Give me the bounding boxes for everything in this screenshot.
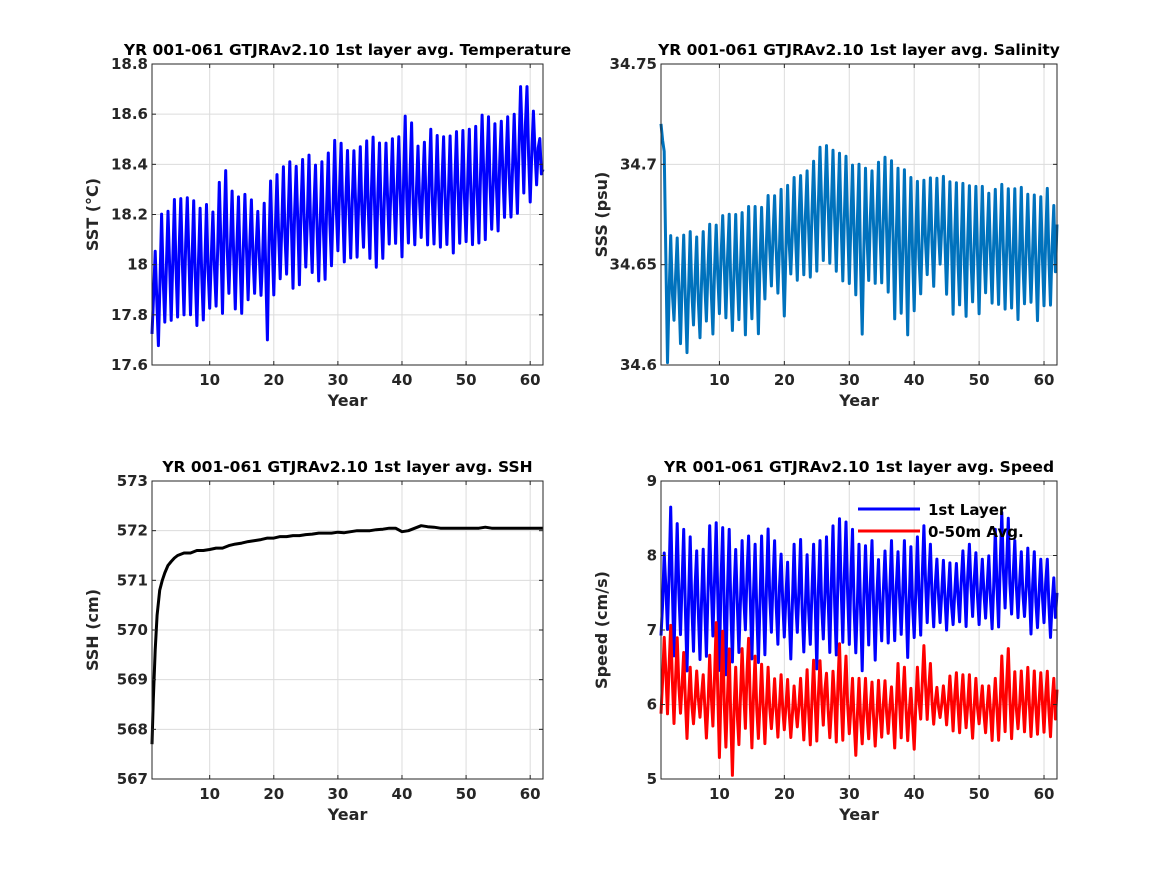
y-tick-label: 18.2 <box>111 206 148 224</box>
series-line-2 <box>659 621 1059 777</box>
x-tick-label: 30 <box>839 785 860 803</box>
x-tick-label: 40 <box>904 785 925 803</box>
chart-panel-3: 10 20 30 40 50 60 567 568 569 570 571 572 573 YR 001-… <box>83 458 544 824</box>
y-tick-label: 34.6 <box>620 356 657 374</box>
x-tick-label: 20 <box>263 371 284 389</box>
y-tick-label: 18.4 <box>111 155 148 173</box>
y-tick-label: 8 <box>647 547 657 565</box>
y-tick-label: 572 <box>117 522 148 540</box>
chart-panel-4: 10 20 30 40 50 60 5 6 7 8 9 YR 001-061 GTJRAv2.10 1… <box>592 458 1059 824</box>
series-line-1 <box>150 524 543 745</box>
y-tick-label: 34.65 <box>610 256 657 274</box>
x-tick-label: 60 <box>520 785 541 803</box>
y-tick-label: 571 <box>117 571 148 589</box>
x-axis-label: Year <box>838 805 879 824</box>
x-tick-label: 10 <box>709 785 730 803</box>
x-tick-label: 10 <box>709 371 730 389</box>
x-tick-label: 30 <box>839 371 860 389</box>
y-tick-label: 17.6 <box>111 356 148 374</box>
x-tick-label: 10 <box>199 785 220 803</box>
y-tick-label: 570 <box>117 621 148 639</box>
chart-title: YR 001-061 GTJRAv2.10 1st layer avg. Sal… <box>657 41 1060 59</box>
chart-title: YR 001-061 GTJRAv2.10 1st layer avg. Tem… <box>123 41 571 59</box>
x-tick-label: 20 <box>774 371 795 389</box>
chart-panel-1: 10 20 30 40 50 60 17.6 17.8 18 18.2 18.4 18.6 18.8YR… <box>83 41 571 410</box>
series-line-1 <box>659 505 1059 677</box>
x-tick-label: 20 <box>263 785 284 803</box>
x-tick-label: 60 <box>1034 785 1055 803</box>
x-tick-label: 40 <box>904 371 925 389</box>
x-tick-label: 10 <box>199 371 220 389</box>
legend-entry: 1st Layer <box>928 501 1007 519</box>
y-tick-label: 6 <box>647 696 657 714</box>
y-tick-label: 17.8 <box>111 306 148 324</box>
x-axis-label: Year <box>327 391 368 410</box>
y-tick-label: 569 <box>117 671 148 689</box>
y-tick-label: 18.8 <box>111 55 148 73</box>
y-tick-label: 567 <box>117 770 148 788</box>
y-axis-label: SSS (psu) <box>592 172 611 258</box>
y-tick-label: 568 <box>117 720 148 738</box>
y-tick-label: 573 <box>117 472 148 490</box>
legend: 1st Layer 0-50m Avg. <box>858 501 1024 541</box>
x-tick-label: 50 <box>456 785 477 803</box>
x-axis-label: Year <box>327 805 368 824</box>
y-tick-label: 34.75 <box>610 55 657 73</box>
x-tick-label: 40 <box>392 371 413 389</box>
x-tick-label: 40 <box>392 785 413 803</box>
y-tick-label: 9 <box>647 472 657 490</box>
y-axis-label: SSH (cm) <box>83 589 102 671</box>
y-axis-label: Speed (cm/s) <box>592 571 611 689</box>
x-tick-label: 50 <box>456 371 477 389</box>
y-tick-label: 18.6 <box>111 105 148 123</box>
legend-entry: 0-50m Avg. <box>928 523 1024 541</box>
x-tick-label: 20 <box>774 785 795 803</box>
axes-frame <box>660 63 1058 366</box>
x-tick-label: 50 <box>969 371 990 389</box>
y-tick-label: 34.7 <box>620 155 657 173</box>
y-tick-label: 18 <box>127 256 148 274</box>
y-tick-label: 7 <box>647 621 657 639</box>
series-line-1 <box>659 123 1059 365</box>
x-tick-label: 30 <box>327 371 348 389</box>
y-tick-label: 5 <box>647 770 657 788</box>
series-line-1 <box>150 85 545 348</box>
chart-title: YR 001-061 GTJRAv2.10 1st layer avg. Spe… <box>663 458 1054 476</box>
x-tick-label: 30 <box>327 785 348 803</box>
x-tick-label: 50 <box>969 785 990 803</box>
x-tick-label: 60 <box>1034 371 1055 389</box>
y-axis-label: SST (°C) <box>83 178 102 251</box>
x-axis-label: Year <box>838 391 879 410</box>
chart-title: YR 001-061 GTJRAv2.10 1st layer avg. SSH <box>161 458 532 476</box>
x-tick-label: 60 <box>520 371 541 389</box>
